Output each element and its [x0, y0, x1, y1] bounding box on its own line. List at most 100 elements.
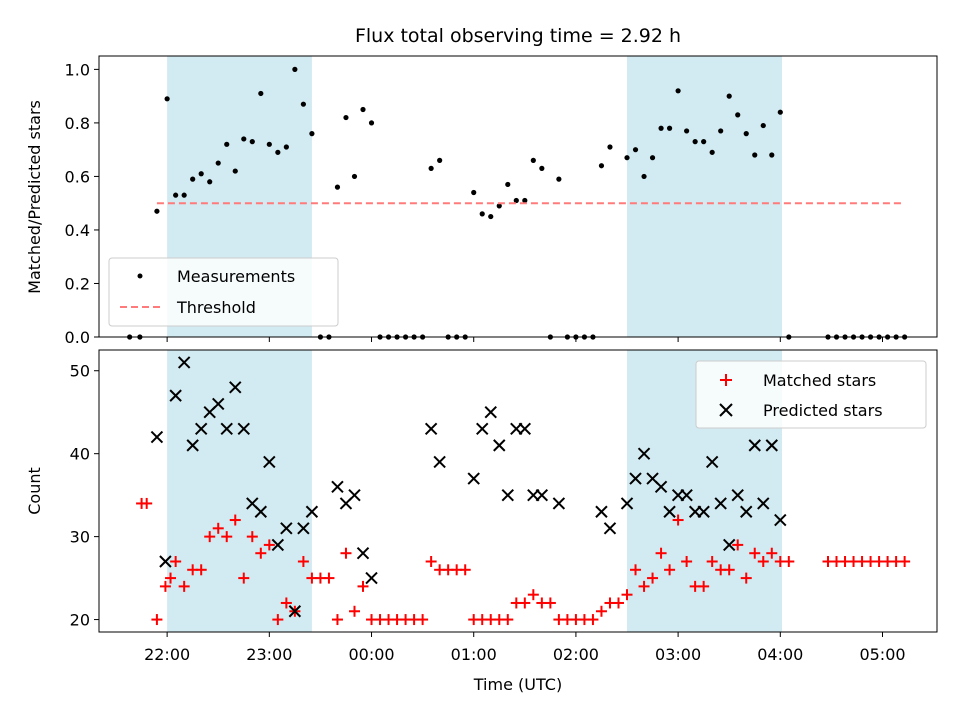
- matched-star-point: [246, 531, 258, 543]
- matched-star-point: [698, 580, 710, 592]
- matched-star-point: [621, 589, 633, 601]
- predicted-star-point: [740, 505, 753, 518]
- top-legend: Measurements Threshold: [108, 257, 339, 327]
- measurement-point: [692, 139, 698, 145]
- top-y-ticks: 0.0 0.2 0.4 0.6 0.8 1.0: [65, 60, 99, 347]
- predicted-star-point: [620, 497, 634, 510]
- top-y-tick-label: 0.6: [65, 167, 90, 186]
- predicted-star-point: [271, 538, 285, 552]
- matched-star-point: [502, 614, 514, 626]
- measurement-point: [675, 88, 681, 94]
- predicted-star-point: [663, 505, 676, 518]
- matched-star-point: [348, 605, 360, 617]
- matched-star-point: [141, 497, 153, 509]
- measurement-point: [198, 171, 204, 177]
- predicted-star-point: [280, 522, 293, 535]
- matched-star-point: [655, 547, 667, 559]
- matched-star-point: [638, 580, 650, 592]
- measurement-point: [607, 144, 613, 150]
- top-y-axis-label: Matched/Predicted stars: [25, 100, 44, 294]
- matched-star-point: [159, 580, 171, 592]
- measurement-point: [769, 152, 775, 158]
- measurement-point: [181, 192, 187, 198]
- measurement-point: [368, 120, 375, 126]
- measurement-point: [173, 192, 179, 198]
- predicted-star-point: [552, 497, 566, 510]
- x-axis-label: Time (UTC): [473, 675, 562, 694]
- top-axes-frame: [98, 55, 938, 338]
- matched-star-point: [178, 580, 190, 592]
- measurement-point: [334, 184, 341, 190]
- predicted-star-point: [518, 422, 532, 436]
- measurement-point: [241, 136, 247, 142]
- matched-star-point: [706, 556, 718, 567]
- measurement-point: [283, 144, 289, 150]
- measurement-point: [154, 208, 160, 214]
- x-tick-label: 02:00: [553, 645, 599, 664]
- measurement-point: [232, 168, 238, 174]
- matched-star-point: [280, 597, 292, 609]
- predicted-star-point: [150, 430, 164, 444]
- matched-star-point: [740, 572, 752, 584]
- matched-star-point: [732, 539, 744, 551]
- measurement-point: [258, 90, 264, 97]
- predicted-star-point: [595, 505, 608, 518]
- measurement-point: [760, 122, 766, 129]
- predicted-star-point: [680, 488, 693, 502]
- matched-star-point: [195, 564, 207, 576]
- x-tick-label: 03:00: [655, 645, 701, 664]
- measurement-point: [735, 112, 741, 118]
- predicted-star-point: [493, 439, 506, 452]
- legend-predicted-marker: [719, 403, 733, 417]
- measurement-point: [718, 128, 724, 134]
- predicted-star-point: [365, 571, 378, 585]
- legend-threshold-label: Threshold: [176, 298, 256, 317]
- measurement-point: [743, 131, 749, 137]
- matched-star-point: [204, 531, 216, 543]
- matched-star-point: [425, 556, 437, 567]
- predicted-star-point: [297, 522, 310, 535]
- predicted-star-point: [705, 455, 719, 469]
- measurement-point: [522, 197, 528, 204]
- measurement-point: [513, 197, 519, 204]
- matched-star-point: [664, 564, 676, 576]
- measurement-point: [224, 141, 230, 147]
- measurement-point: [539, 165, 545, 171]
- measurement-point: [649, 155, 656, 161]
- matched-star-point: [340, 547, 352, 559]
- matched-star-point: [212, 522, 224, 534]
- matched-star-point: [899, 556, 911, 567]
- predicted-star-point: [697, 505, 710, 518]
- measurement-point: [471, 189, 477, 196]
- measurement-point: [428, 165, 434, 171]
- measurement-point: [496, 203, 502, 209]
- bottom-y-tick-label: 20: [70, 611, 90, 630]
- measurement-point: [488, 213, 494, 220]
- measurement-point: [479, 211, 485, 217]
- predicted-star-point: [348, 488, 361, 502]
- predicted-star-point: [433, 455, 446, 469]
- matched-star-point: [165, 572, 177, 584]
- predicted-star-point: [637, 447, 651, 460]
- x-tick-label: 05:00: [859, 645, 905, 664]
- matched-star-point: [331, 614, 343, 626]
- measurement-point: [437, 157, 443, 163]
- matched-star-point: [255, 547, 267, 559]
- matched-star-point: [612, 597, 624, 609]
- matched-star-point: [681, 556, 693, 567]
- measurement-point: [292, 66, 298, 72]
- measurement-point: [709, 149, 715, 155]
- matched-star-point: [221, 531, 233, 543]
- predicted-star-point: [765, 439, 778, 452]
- measurement-point: [632, 147, 639, 153]
- measurement-point: [309, 131, 315, 137]
- matched-star-point: [357, 580, 369, 592]
- predicted-star-point: [484, 405, 497, 419]
- predicted-star-point: [331, 480, 344, 494]
- top-shaded-interval-1: [627, 56, 783, 337]
- top-y-tick-label: 0.2: [65, 274, 90, 293]
- measurement-point: [215, 160, 221, 166]
- top-panel: 0.0 0.2 0.4 0.6 0.8 1.0 Matched/Predicted sta…: [25, 55, 938, 347]
- measurement-point: [360, 106, 366, 113]
- matched-star-point: [647, 572, 659, 584]
